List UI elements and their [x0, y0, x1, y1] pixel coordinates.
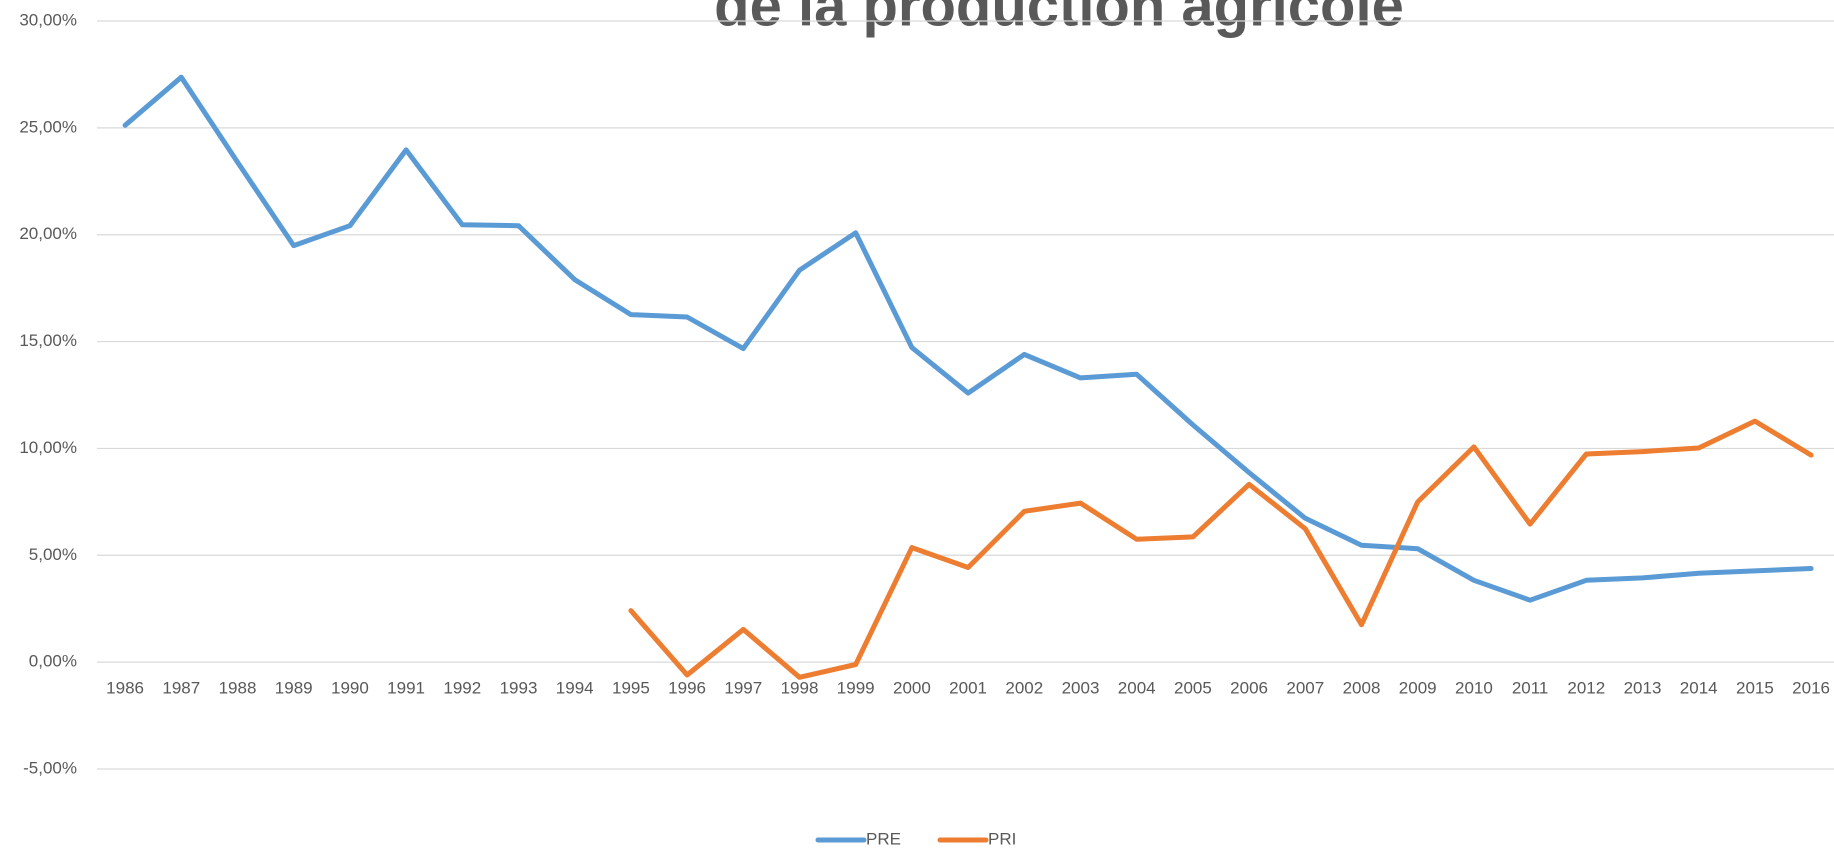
x-tick-label: 2002: [1005, 679, 1043, 698]
x-tick-label: 1999: [837, 679, 875, 698]
y-tick-label: -5,00%: [23, 758, 77, 777]
y-tick-label: 10,00%: [19, 438, 77, 457]
x-tick-label: 2004: [1118, 679, 1156, 698]
x-tick-label: 1991: [387, 679, 425, 698]
x-tick-label: 2013: [1624, 679, 1662, 698]
legend-label: PRE: [866, 829, 901, 848]
x-tick-label: 1993: [500, 679, 538, 698]
y-tick-label: 0,00%: [29, 652, 77, 671]
x-tick-label: 2007: [1286, 679, 1324, 698]
x-tick-label: 2015: [1736, 679, 1774, 698]
x-tick-label: 1992: [443, 679, 481, 698]
legend-label: PRI: [988, 829, 1016, 848]
x-tick-label: 2000: [893, 679, 931, 698]
x-tick-label: 1994: [556, 679, 594, 698]
x-tick-label: 1988: [219, 679, 257, 698]
x-tick-label: 1990: [331, 679, 369, 698]
chart-title: de la production agricole: [714, 0, 1404, 38]
x-tick-label: 2010: [1455, 679, 1493, 698]
x-tick-label: 2014: [1680, 679, 1718, 698]
x-tick-label: 2001: [949, 679, 987, 698]
y-tick-label: 20,00%: [19, 224, 77, 243]
y-tick-label: 5,00%: [29, 545, 77, 564]
x-tick-label: 1998: [781, 679, 819, 698]
y-tick-label: 25,00%: [19, 117, 77, 136]
x-tick-label: 1997: [724, 679, 762, 698]
x-tick-label: 1986: [106, 679, 144, 698]
series-line: [122, 74, 1814, 603]
x-tick-label: 1987: [162, 679, 200, 698]
x-tick-label: 2012: [1567, 679, 1605, 698]
y-tick-label: 30,00%: [19, 10, 77, 29]
x-tick-label: 2009: [1399, 679, 1437, 698]
x-tick-label: 2011: [1512, 679, 1549, 698]
x-tick-label: 2016: [1792, 679, 1830, 698]
x-tick-label: 1995: [612, 679, 650, 698]
series-line: [628, 418, 1814, 680]
x-tick-label: 1996: [668, 679, 706, 698]
x-tick-label: 2005: [1174, 679, 1212, 698]
x-tick-label: 1989: [275, 679, 313, 698]
x-tick-label: 2008: [1343, 679, 1381, 698]
x-tick-label: 2006: [1230, 679, 1268, 698]
x-tick-label: 2003: [1062, 679, 1100, 698]
y-tick-label: 15,00%: [19, 331, 77, 350]
